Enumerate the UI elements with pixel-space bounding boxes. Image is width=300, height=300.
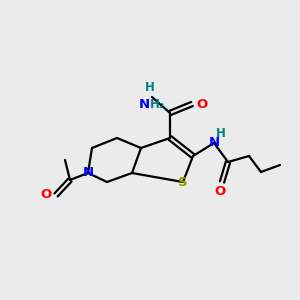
Text: H: H: [216, 127, 226, 140]
Text: N: N: [208, 136, 220, 149]
Text: O: O: [214, 185, 226, 198]
Text: O: O: [196, 98, 207, 110]
Text: N: N: [82, 167, 94, 179]
Text: S: S: [178, 176, 188, 188]
Text: H: H: [145, 81, 155, 94]
Text: O: O: [41, 188, 52, 202]
Text: H₂: H₂: [150, 98, 165, 111]
Text: N: N: [139, 98, 150, 111]
